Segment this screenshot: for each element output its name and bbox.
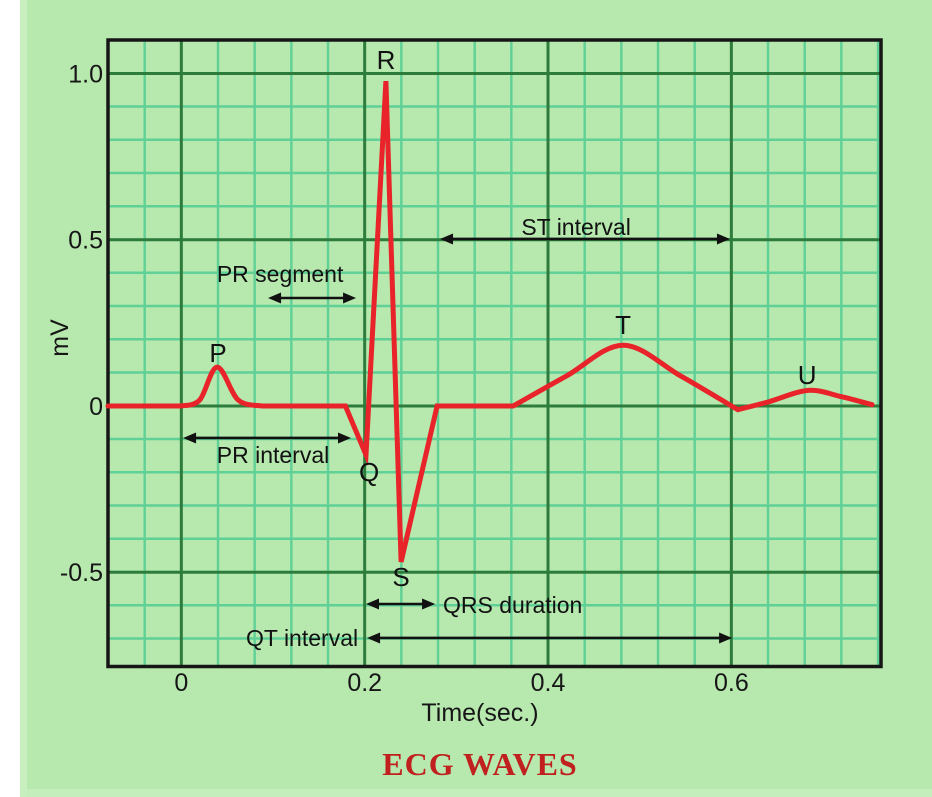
wave-label-q: Q	[359, 457, 379, 487]
wave-label-r: R	[377, 45, 396, 75]
arrowhead-right	[716, 233, 730, 245]
interval-label: PR interval	[217, 442, 329, 468]
wave-label-s: S	[392, 562, 409, 592]
y-tick-1.0: 1.0	[68, 60, 103, 88]
annotation-qrs-duration: QRS duration	[366, 592, 582, 618]
x-tick-0.4: 0.4	[531, 669, 566, 697]
paper-bottom-highlight	[20, 789, 932, 797]
y-tick--0.5: -0.5	[60, 559, 103, 587]
axis-tick-labels: 0 0.2 0.4 0.6 1.0 0.5 0 -0.5	[60, 60, 749, 697]
annotation-st-interval: ST interval	[440, 214, 730, 245]
annotation-pr-segment: PR segment	[217, 261, 357, 304]
annotation-qt-interval: QT interval	[246, 625, 733, 651]
arrowhead-right	[719, 632, 733, 644]
y-axis-title: mV	[46, 319, 74, 357]
y-tick-0.5: 0.5	[68, 227, 103, 255]
x-tick-0.2: 0.2	[347, 669, 382, 697]
arrowhead-right	[343, 292, 357, 304]
page-left-margin	[0, 0, 20, 797]
arrowhead-left	[183, 432, 197, 444]
wave-label-u: U	[798, 360, 817, 390]
graph-paper-background	[20, 0, 932, 797]
chart-title: ECG WAVES	[382, 746, 577, 782]
plot-border	[106, 38, 883, 669]
x-tick-0: 0	[174, 669, 188, 697]
x-axis-title: Time(sec.)	[421, 699, 538, 727]
arrowhead-right	[422, 598, 436, 610]
arrowhead-right	[338, 432, 352, 444]
interval-annotations: PR segment PR interval ST interval QRS dura…	[183, 214, 733, 651]
arrowhead-left	[440, 233, 454, 245]
y-tick-0: 0	[89, 393, 103, 421]
annotation-pr-interval: PR interval	[183, 432, 352, 468]
paper-edge-highlight	[20, 0, 27, 797]
wave-label-t: T	[615, 310, 631, 340]
arrowhead-left	[366, 598, 380, 610]
wave-point-labels: P Q R S T U	[209, 45, 816, 592]
wave-label-p: P	[209, 338, 226, 368]
arrowhead-left	[367, 632, 381, 644]
arrowhead-left	[268, 292, 282, 304]
interval-label: QRS duration	[443, 592, 582, 618]
interval-label: QT interval	[246, 625, 358, 651]
x-tick-0.6: 0.6	[714, 669, 749, 697]
interval-label: PR segment	[217, 261, 344, 287]
ecg-waveform-trace	[105, 80, 875, 563]
interval-label: ST interval	[521, 214, 631, 240]
